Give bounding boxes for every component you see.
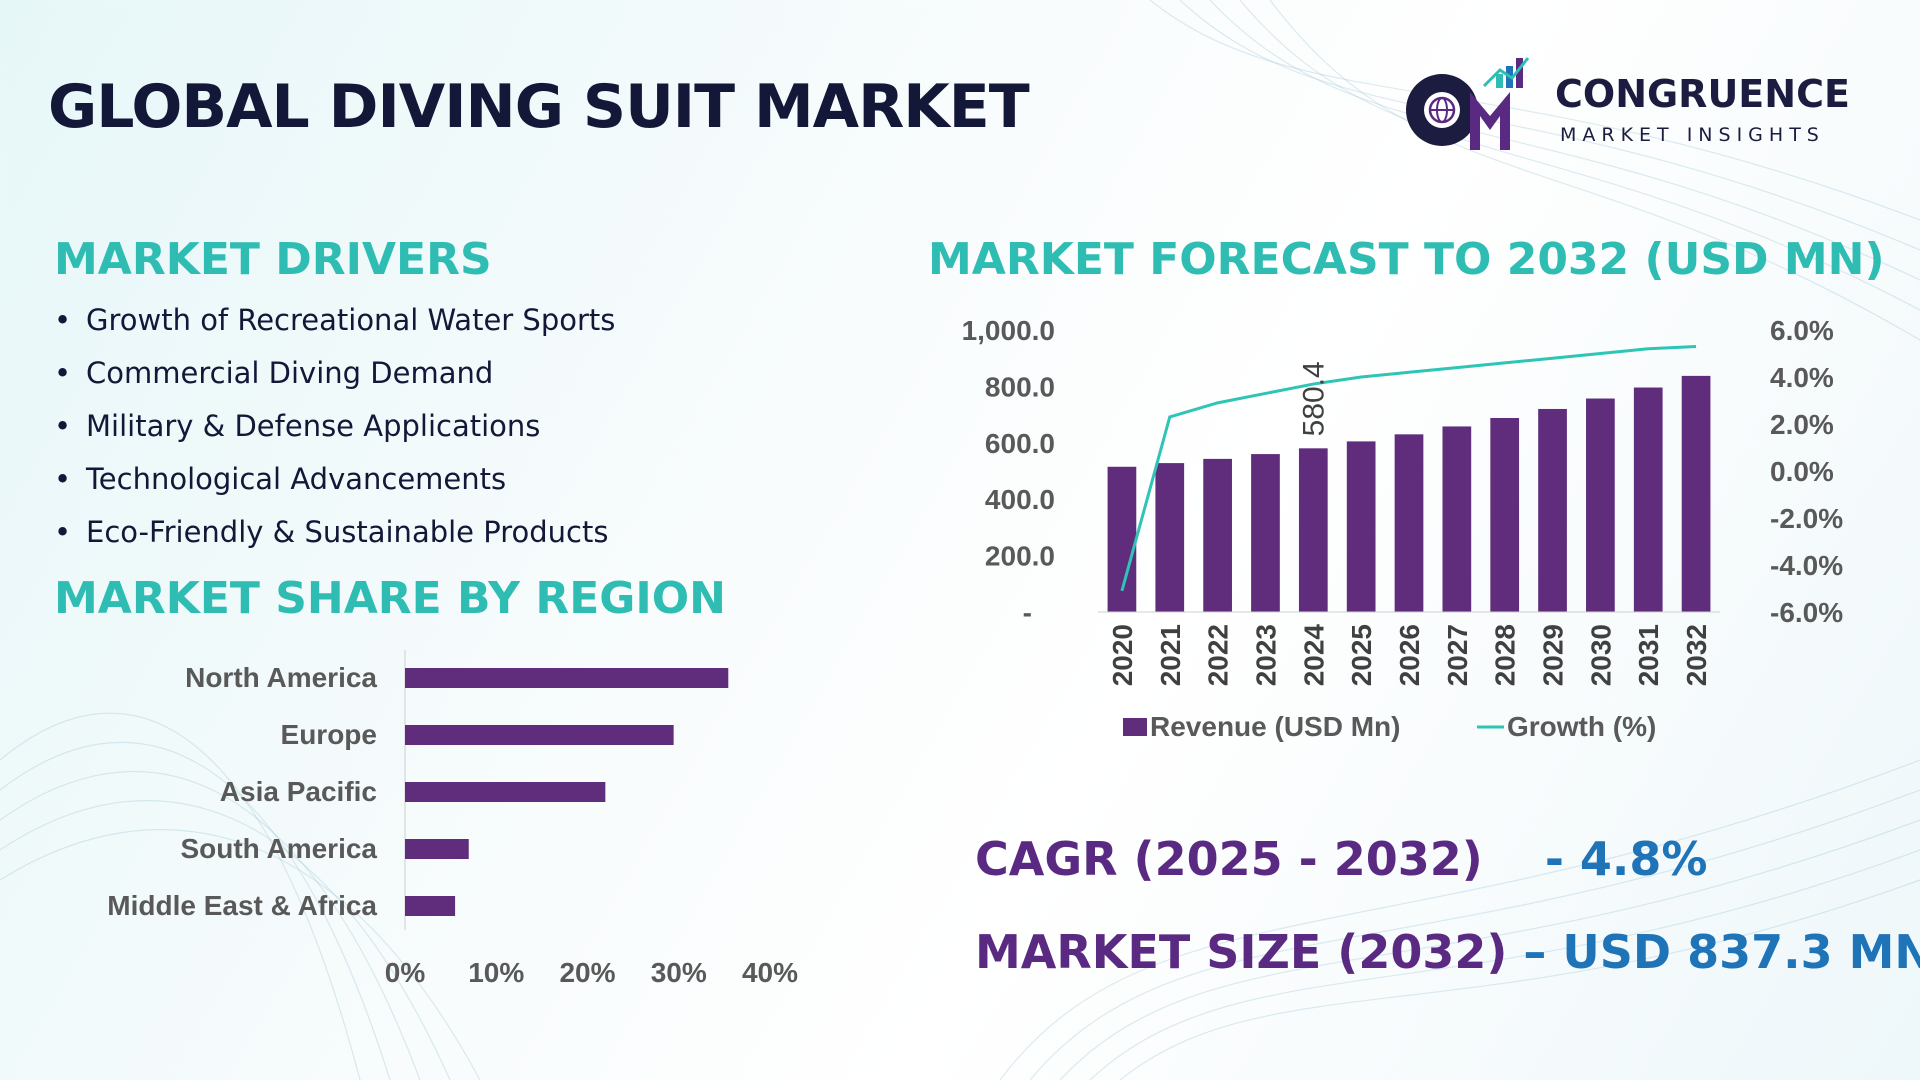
x-tick-label: 2022 — [1203, 624, 1234, 686]
revenue-bar — [1633, 387, 1663, 612]
globe-bar-chart-logo-icon — [1406, 57, 1530, 150]
revenue-bar — [1298, 448, 1328, 612]
region-share-chart: North America Europe Asia Pacific South Ame… — [107, 650, 798, 988]
right-y-tick-label: -4.0% — [1770, 550, 1843, 581]
driver-label: Military & Defense Applications — [86, 409, 541, 443]
revenue-bar — [1586, 398, 1615, 612]
x-tick-label: 2023 — [1250, 624, 1281, 686]
market-share-heading: MARKET SHARE BY REGION — [54, 573, 726, 624]
category-label: South America — [180, 833, 377, 864]
revenue-bar — [1251, 454, 1280, 612]
x-tick-label: 40% — [742, 957, 798, 988]
x-tick-label: 30% — [651, 957, 707, 988]
market-drivers-list: • Growth of Recreational Water Sports • Co… — [54, 298, 615, 563]
market-size-separator: – — [1523, 925, 1563, 979]
revenue-bar — [1346, 441, 1376, 612]
revenue-bar — [1490, 417, 1520, 612]
category-label: North America — [185, 662, 377, 693]
x-tick-label: 2027 — [1442, 624, 1473, 686]
bullet-icon: • — [54, 515, 72, 549]
right-y-tick-label: 6.0% — [1770, 315, 1834, 346]
driver-label: Technological Advancements — [86, 462, 507, 496]
forecast-chart: - 200.0 400.0 600.0 800.0 1,000.0 -6.0% -4.0% -2… — [962, 315, 1844, 742]
driver-item: • Technological Advancements — [54, 457, 615, 510]
region-bar — [405, 839, 469, 859]
driver-item: • Military & Defense Applications — [54, 404, 615, 457]
x-tick-label: 2028 — [1490, 624, 1521, 686]
driver-item: • Commercial Diving Demand — [54, 351, 615, 404]
driver-label: Growth of Recreational Water Sports — [86, 303, 616, 337]
left-y-tick-label: 400.0 — [985, 484, 1055, 515]
bullet-icon: • — [54, 409, 72, 443]
bullet-icon: • — [54, 356, 72, 390]
brand-tagline: MARKET INSIGHTS — [1560, 124, 1825, 146]
x-tick-label: 2024 — [1298, 624, 1329, 687]
left-y-tick-label: 1,000.0 — [962, 315, 1055, 346]
market-forecast-heading: MARKET FORECAST TO 2032 (USD MN) — [928, 234, 1885, 285]
bullet-icon: • — [54, 303, 72, 337]
cagr-label: CAGR (2025 - 2032) — [975, 832, 1483, 886]
right-y-tick-label: 2.0% — [1770, 409, 1834, 440]
revenue-bar — [1442, 426, 1472, 612]
driver-item: • Eco-Friendly & Sustainable Products — [54, 510, 615, 563]
driver-item: • Growth of Recreational Water Sports — [54, 298, 615, 351]
market-drivers-heading: MARKET DRIVERS — [54, 234, 492, 285]
revenue-bar — [1681, 375, 1711, 612]
region-bar — [405, 782, 606, 802]
region-bar — [405, 725, 674, 745]
market-size-value: USD 837.3 MN — [1562, 925, 1920, 979]
right-y-tick-label: 0.0% — [1770, 456, 1834, 487]
left-y-tick-label: 600.0 — [985, 428, 1055, 459]
right-y-tick-label: -2.0% — [1770, 503, 1843, 534]
revenue-bar — [1394, 434, 1424, 612]
revenue-bar — [1155, 463, 1185, 612]
region-bar — [405, 668, 729, 688]
x-tick-label: 2020 — [1107, 624, 1138, 686]
x-tick-label: 2029 — [1538, 624, 1569, 686]
left-y-tick-label: - — [1023, 597, 1032, 628]
market-size-stat: MARKET SIZE (2032) – USD 837.3 MN — [975, 925, 1920, 979]
left-y-tick-label: 200.0 — [985, 541, 1055, 572]
revenue-bar — [1538, 408, 1567, 612]
data-label: 580.4 — [1297, 361, 1330, 436]
x-tick-label: 2021 — [1155, 624, 1186, 686]
x-tick-label: 2025 — [1346, 624, 1377, 686]
x-tick-label: 2032 — [1681, 624, 1712, 686]
x-tick-label: 2026 — [1394, 624, 1425, 686]
legend-swatch-revenue — [1123, 718, 1147, 736]
market-size-label: MARKET SIZE (2032) — [975, 925, 1508, 979]
bullet-icon: • — [54, 462, 72, 496]
category-label: Asia Pacific — [220, 776, 377, 807]
brand-name: CONGRUENCE — [1555, 72, 1850, 116]
page-title: GLOBAL DIVING SUIT MARKET — [48, 72, 1030, 142]
right-y-tick-label: 4.0% — [1770, 362, 1834, 393]
growth-line — [1120, 344, 1697, 592]
legend-label-growth: Growth (%) — [1507, 711, 1656, 742]
legend-label-revenue: Revenue (USD Mn) — [1150, 711, 1400, 742]
driver-label: Eco-Friendly & Sustainable Products — [86, 515, 609, 549]
category-label: Middle East & Africa — [107, 890, 377, 921]
driver-label: Commercial Diving Demand — [86, 356, 494, 390]
cagr-stat: CAGR (2025 - 2032) - 4.8% — [975, 832, 1708, 886]
cagr-value: 4.8% — [1579, 832, 1708, 886]
region-bar — [405, 896, 456, 916]
x-tick-label: 0% — [385, 957, 426, 988]
x-tick-label: 2031 — [1633, 624, 1664, 686]
cagr-separator: - — [1544, 832, 1580, 886]
x-tick-label: 20% — [559, 957, 615, 988]
right-y-tick-label: -6.0% — [1770, 597, 1843, 628]
category-label: Europe — [281, 719, 377, 750]
x-tick-label: 2030 — [1585, 624, 1616, 686]
brand-logo: CONGRUENCE MARKET INSIGHTS — [1400, 52, 1870, 162]
left-y-tick-label: 800.0 — [985, 371, 1055, 402]
revenue-bar — [1203, 458, 1232, 612]
x-tick-label: 10% — [468, 957, 524, 988]
